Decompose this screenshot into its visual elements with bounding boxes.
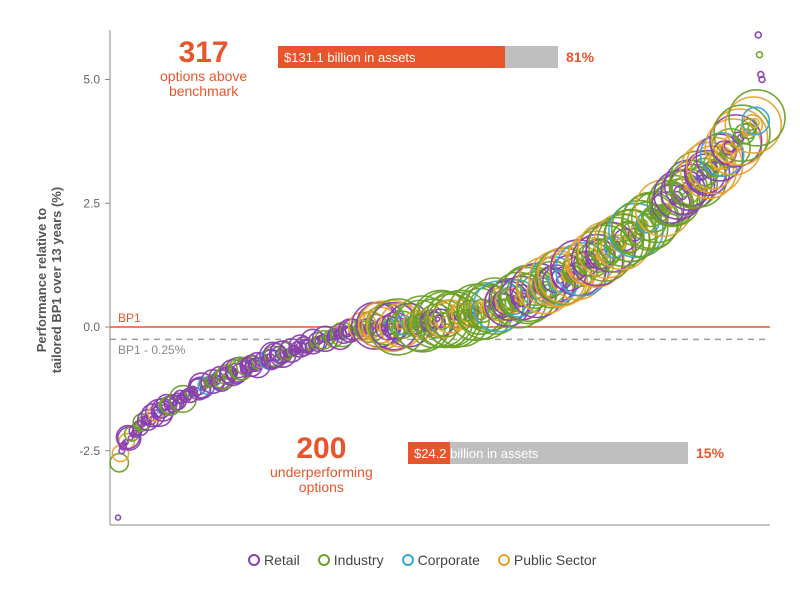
legend-label: Retail: [264, 552, 300, 568]
legend-item: Industry: [318, 552, 384, 568]
below-sub2: options: [270, 480, 373, 495]
legend-label: Corporate: [418, 552, 480, 568]
assets-bar-below: $24.2 billion in assets 15%: [408, 442, 688, 464]
bar-label: $24.2 billion in assets: [414, 442, 538, 464]
above-sub2: benchmark: [160, 84, 247, 99]
legend-swatch-icon: [402, 554, 414, 566]
bar-pct: 15%: [696, 442, 724, 464]
y-axis-label: Performance relative to tailored BP1 ove…: [34, 120, 64, 440]
legend-item: Public Sector: [498, 552, 596, 568]
svg-text:0.0: 0.0: [83, 320, 100, 334]
svg-text:2.5: 2.5: [83, 196, 100, 210]
legend-swatch-icon: [248, 554, 260, 566]
assets-bar-above: $131.1 billion in assets 81%: [278, 46, 558, 68]
performance-bubble-chart: -2.5 0.0 2.5 5.0: [0, 0, 800, 600]
legend-item: Retail: [248, 552, 300, 568]
above-sub1: options above: [160, 69, 247, 84]
legend-swatch-icon: [498, 554, 510, 566]
legend-swatch-icon: [318, 554, 330, 566]
below-sub1: underperforming: [270, 465, 373, 480]
legend-label: Industry: [334, 552, 384, 568]
above-count: 317: [179, 36, 229, 69]
callout-underperforming: 200 underperforming options: [270, 432, 373, 496]
svg-text:5.0: 5.0: [83, 73, 100, 87]
refline-label: BP1: [118, 311, 141, 325]
callout-above-benchmark: 317 options above benchmark: [160, 36, 247, 100]
svg-text:-2.5: -2.5: [79, 444, 100, 458]
legend: Retail Industry Corporate Public Sector: [248, 552, 596, 568]
below-count: 200: [296, 432, 346, 465]
refline-label: BP1 - 0.25%: [118, 343, 185, 357]
bar-pct: 81%: [566, 46, 594, 68]
legend-item: Corporate: [402, 552, 480, 568]
legend-label: Public Sector: [514, 552, 596, 568]
bar-label: $131.1 billion in assets: [284, 46, 416, 68]
